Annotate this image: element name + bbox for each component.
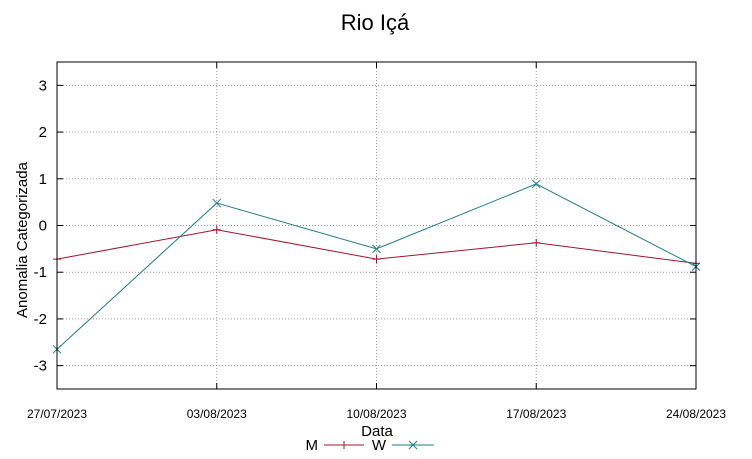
x-tick-label: 17/08/2023 bbox=[506, 407, 566, 421]
x-tick-label: 27/07/2023 bbox=[27, 407, 87, 421]
y-tick-labels: 3 2 1 0 -1 -2 -3 bbox=[34, 77, 47, 374]
y-tick-label: 2 bbox=[39, 124, 47, 141]
x-axis-label: Data bbox=[361, 423, 393, 440]
data-series bbox=[52, 179, 701, 354]
y-tick-label: 3 bbox=[39, 77, 47, 94]
legend-label-W: W bbox=[372, 437, 387, 454]
data-point-M bbox=[372, 255, 381, 264]
x-tick-label: 03/08/2023 bbox=[187, 407, 247, 421]
x-tick-label: 24/08/2023 bbox=[666, 407, 726, 421]
y-axis-label: Anomalia Categorizada bbox=[14, 161, 31, 318]
y-tick-label: -1 bbox=[34, 264, 47, 281]
plot-frame bbox=[56, 61, 697, 390]
y-tick-label: -3 bbox=[34, 358, 47, 375]
data-point-W bbox=[372, 244, 381, 254]
y-tick-label: 1 bbox=[39, 171, 47, 188]
data-point-M bbox=[212, 225, 221, 234]
x-tick-label: 10/08/2023 bbox=[346, 407, 406, 421]
data-point-M bbox=[532, 238, 541, 247]
data-point-W bbox=[531, 179, 541, 189]
chart-title: Rio Içá bbox=[341, 10, 410, 35]
legend-label-M: M bbox=[306, 437, 319, 454]
grid-lines bbox=[56, 62, 697, 389]
y-tick-label: -2 bbox=[34, 311, 47, 328]
y-tick-label: 0 bbox=[39, 218, 47, 235]
x-tick-labels: 27/07/2023 03/08/2023 10/08/2023 17/08/2023… bbox=[27, 407, 726, 421]
legend-marker-W bbox=[408, 440, 418, 450]
data-point-W bbox=[212, 198, 222, 208]
legend-marker-M bbox=[340, 441, 348, 449]
